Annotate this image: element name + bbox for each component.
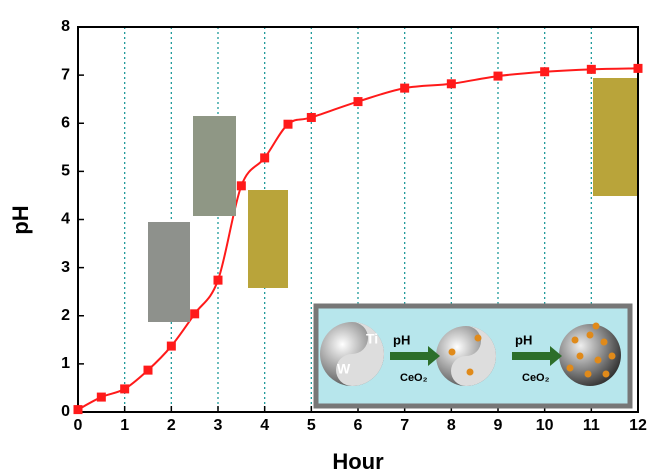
y-tick-label: 6 (61, 114, 70, 131)
data-point (540, 67, 549, 76)
ceo2-dot (467, 369, 474, 376)
y-tick-label: 2 (61, 307, 70, 324)
sample-photo (248, 190, 288, 288)
page: 0123456789101112012345678 Ti W pH CeO₂ p… (0, 0, 650, 476)
x-tick-label: 8 (447, 417, 456, 434)
data-point (144, 366, 153, 375)
x-tick-label: 11 (583, 417, 600, 434)
x-tick-label: 7 (400, 417, 409, 434)
x-tick-label: 1 (120, 417, 129, 434)
sample-photo (193, 116, 236, 216)
data-point (237, 181, 246, 190)
y-tick-label: 7 (61, 66, 70, 83)
x-tick-label: 6 (354, 417, 363, 434)
data-point (634, 64, 643, 73)
chart: 0123456789101112012345678 Ti W pH CeO₂ p… (0, 0, 650, 476)
x-tick-label: 12 (629, 417, 647, 434)
data-point (120, 384, 129, 393)
x-tick-label: 5 (307, 417, 316, 434)
sample-photo (593, 78, 637, 196)
y-tick-label: 8 (61, 18, 70, 35)
data-point (190, 309, 199, 318)
inset-label: pH (515, 332, 532, 347)
inset-label: CeO₂ (400, 372, 428, 384)
inset-label: Ti (366, 331, 378, 347)
inset-label: pH (393, 332, 410, 347)
y-tick-label: 3 (61, 259, 70, 276)
ceo2-dot (449, 349, 456, 356)
x-axis-title: Hour (332, 449, 384, 474)
data-point (307, 113, 316, 122)
data-point (587, 65, 596, 74)
x-tick-label: 3 (214, 417, 223, 434)
inset-label: CeO₂ (522, 372, 550, 384)
data-point (214, 276, 223, 285)
y-tick-label: 1 (61, 355, 70, 372)
sample-photo (148, 222, 190, 322)
x-tick-label: 4 (260, 417, 269, 434)
x-tick-label: 0 (74, 417, 83, 434)
x-tick-label: 9 (494, 417, 503, 434)
data-point (74, 405, 83, 414)
schematic-inset: Ti W pH CeO₂ pH CeO₂ (316, 306, 630, 406)
data-point (284, 120, 293, 129)
data-point (354, 97, 363, 106)
y-tick-label: 5 (61, 163, 70, 180)
inset-label: W (337, 361, 351, 377)
data-point (447, 79, 456, 88)
data-point (494, 72, 503, 81)
data-point (260, 153, 269, 162)
data-point (400, 84, 409, 93)
data-point (167, 342, 176, 351)
y-axis-title: pH (8, 205, 33, 234)
y-tick-label: 0 (61, 403, 70, 420)
x-tick-label: 10 (536, 417, 554, 434)
y-tick-label: 4 (61, 211, 70, 228)
ceo2-dot (475, 335, 482, 342)
x-tick-label: 2 (167, 417, 176, 434)
data-point (97, 393, 106, 402)
